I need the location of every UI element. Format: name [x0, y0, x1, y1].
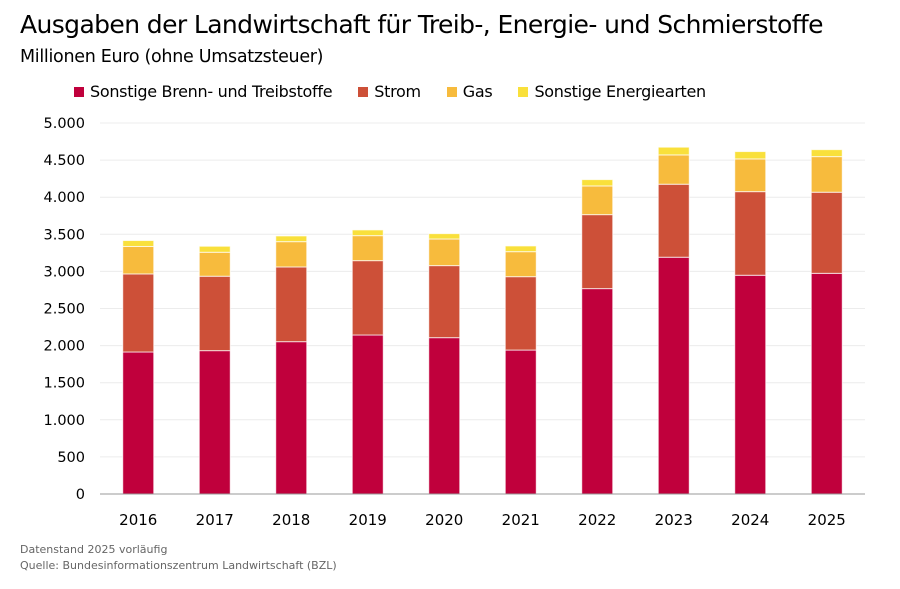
bar-segment — [351, 334, 384, 495]
legend-swatch — [446, 86, 457, 97]
y-tick-label: 2.500 — [43, 302, 85, 318]
y-tick-label: 2.000 — [43, 339, 85, 355]
y-tick-label: 0 — [76, 487, 85, 503]
bar-segment — [351, 229, 384, 237]
bar-segment — [198, 245, 231, 253]
y-tick-label: 500 — [57, 450, 85, 466]
bar-segment — [734, 274, 767, 495]
bar-segment — [657, 183, 690, 258]
y-tick-label: 4.000 — [43, 190, 85, 206]
x-tick-label: 2019 — [349, 511, 387, 529]
bar-segment — [122, 240, 155, 247]
bar-segment — [504, 349, 537, 495]
bar-segment — [810, 149, 843, 158]
bar-segment — [198, 251, 231, 277]
bar-segment — [351, 235, 384, 262]
x-tick-label: 2025 — [808, 511, 846, 529]
x-tick-label: 2020 — [425, 511, 463, 529]
bar-segment — [734, 191, 767, 276]
bar-segment — [275, 235, 308, 243]
bar-segment — [122, 245, 155, 275]
chart-title: Ausgaben der Landwirtschaft für Treib-, … — [20, 10, 824, 39]
legend-item: Gas — [446, 82, 493, 101]
x-tick-label: 2024 — [731, 511, 769, 529]
bar-segment — [428, 337, 461, 495]
bar-segment — [810, 156, 843, 193]
y-tick-label: 1.000 — [43, 413, 85, 429]
legend-item: Strom — [358, 82, 421, 101]
bar-segment — [581, 214, 614, 290]
legend-item: Sonstige Brenn- und Treibstoffe — [74, 82, 333, 101]
bar-segment — [504, 245, 537, 253]
legend-label: Sonstige Brenn- und Treibstoffe — [90, 82, 333, 101]
x-tick-label: 2023 — [655, 511, 693, 529]
y-tick-label: 5.000 — [43, 116, 85, 132]
bar-segment — [198, 350, 231, 495]
y-tick-label: 4.500 — [43, 153, 85, 169]
bar-segment — [581, 288, 614, 495]
bar-segment — [657, 256, 690, 495]
bar-segment — [275, 266, 308, 343]
bar-segment — [734, 158, 767, 193]
x-tick-label: 2018 — [272, 511, 310, 529]
bar-segment — [581, 179, 614, 187]
bar-segment — [275, 341, 308, 495]
x-tick-label: 2022 — [578, 511, 616, 529]
legend-item: Sonstige Energiearten — [518, 82, 706, 101]
bar-segment — [810, 191, 843, 274]
bar-segment — [428, 238, 461, 267]
legend-label: Sonstige Energiearten — [534, 82, 706, 101]
legend-label: Strom — [374, 82, 421, 101]
legend-swatch — [358, 86, 369, 97]
x-tick-label: 2016 — [119, 511, 157, 529]
bar-segment — [122, 273, 155, 353]
bar-segment — [657, 146, 690, 156]
y-tick-label: 1.500 — [43, 376, 85, 392]
bar-segment — [504, 251, 537, 278]
x-tick-label: 2017 — [196, 511, 234, 529]
y-tick-label: 3.000 — [43, 264, 85, 280]
chart-subtitle: Millionen Euro (ohne Umsatzsteuer) — [20, 47, 324, 67]
footer-note: Datenstand 2025 vorläufig — [20, 543, 168, 556]
bar-segment — [428, 233, 461, 240]
legend-label: Gas — [462, 82, 493, 101]
bar-segment — [275, 241, 308, 268]
bar-segment — [351, 260, 384, 336]
legend-swatch — [74, 86, 84, 97]
bar-segment — [734, 151, 767, 160]
bar-segment — [581, 185, 614, 216]
bar-segment — [122, 351, 155, 495]
legend: Sonstige Brenn- und Treibstoffe Strom Gas S… — [74, 82, 706, 101]
y-tick-label: 3.500 — [43, 227, 85, 243]
bar-segment — [810, 272, 843, 495]
bar-segment — [198, 275, 231, 352]
bar-segment — [657, 154, 690, 185]
footer-source: Quelle: Bundesinformationszentrum Landwi… — [20, 559, 337, 572]
bar-segment — [504, 276, 537, 351]
legend-swatch — [518, 86, 529, 97]
x-tick-label: 2021 — [502, 511, 540, 529]
bar-segment — [428, 265, 461, 339]
